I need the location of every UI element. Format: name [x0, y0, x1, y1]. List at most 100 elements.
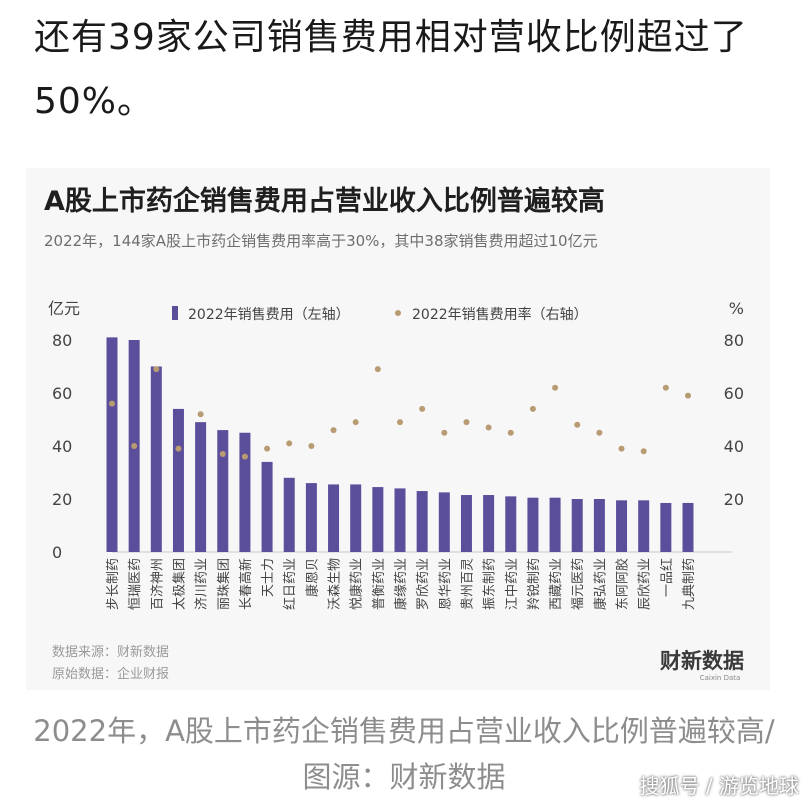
rate-dot [374, 366, 381, 373]
rate-dot [330, 427, 337, 434]
x-tick-label: 悦康药业 [349, 558, 365, 610]
rate-dot [419, 405, 426, 412]
bar [394, 488, 406, 552]
rate-dot [552, 384, 559, 391]
rate-dot [286, 440, 293, 447]
x-tick-label: 振东制药 [483, 558, 498, 610]
image-caption: 2022年，A股上市药企销售费用占营业收入比例普遍较高/图源：财新数据 [33, 714, 775, 794]
rate-dot [241, 453, 248, 460]
x-tick-label: 红日药业 [282, 558, 298, 610]
rate-dot [352, 419, 359, 426]
x-tick-label: 恩华药业 [438, 558, 453, 610]
x-tick-label: 九典制药 [682, 558, 697, 610]
bar [549, 497, 561, 552]
bar [239, 432, 251, 552]
y-right-tick-label: 40 [724, 437, 744, 456]
brand-logo: 财新数据 [660, 649, 744, 673]
legend: 2022年销售费用（左轴） 2022年销售费用率（右轴） [172, 306, 588, 323]
bars [106, 337, 694, 552]
bar [305, 483, 317, 552]
bar [283, 477, 295, 552]
bar [172, 408, 184, 552]
rate-dot [175, 445, 182, 452]
bar [483, 495, 495, 552]
x-tick-label: 步长制药 [106, 558, 121, 610]
rate-dot [308, 443, 315, 449]
legend-bar-swatch [172, 306, 178, 320]
x-tick-label: 江中药业 [505, 558, 520, 610]
axes: 0 20 40 60 80 20 40 60 80 [52, 331, 744, 562]
rate-dot [109, 400, 115, 407]
bar [350, 484, 362, 552]
bar [638, 500, 650, 552]
x-tick-label: 贵州百灵 [460, 558, 475, 610]
x-tick-label: 西藏药业 [549, 558, 564, 610]
rate-dot [197, 411, 204, 418]
x-tick-label: 康缘药业 [393, 558, 409, 610]
y-left-tick-label: 20 [52, 490, 72, 509]
x-tick-label: 辰欣药业 [638, 558, 653, 610]
rate-dot [685, 392, 691, 399]
x-tick-label: 普衡药业 [372, 558, 387, 610]
x-tick-label: 东阿阿胶 [615, 558, 631, 610]
bar [460, 495, 472, 552]
x-tick-label: 太极集团 [171, 558, 187, 610]
y-left-tick-label: 0 [52, 543, 62, 562]
bar [682, 502, 694, 552]
rate-dot [264, 445, 271, 452]
x-tick-labels: 步长制药 恒瑞医药 百济神州 太极集团 济川药业 丽珠集团 长春高新 天士力 红日药业 康恩贝 沃森… [106, 558, 697, 610]
chart-svg: A股上市药企销售费用占营业收入比例普遍较高 2022年，144家A股上市药企销售… [44, 185, 744, 682]
legend-dot-swatch [395, 310, 401, 316]
y-right-tick-label: 60 [724, 384, 744, 403]
article-headline: 还有39家公司销售费用相对营收比例超过了50%。 [34, 17, 748, 122]
bar [217, 430, 229, 552]
rate-dot [596, 429, 603, 436]
chart-title: A股上市药企销售费用占营业收入比例普遍较高 [44, 185, 605, 217]
x-tick-label: 一品红 [659, 558, 675, 597]
bar [261, 461, 273, 552]
chart-subtitle: 2022年，144家A股上市药企销售费用率高于30%，其中38家销售费用超过10… [44, 232, 598, 250]
x-tick-label: 沃森生物 [328, 558, 343, 610]
x-tick-label: 恒瑞医药 [128, 558, 143, 610]
x-tick-label: 长春高新 [238, 558, 254, 610]
bar [505, 496, 517, 552]
footnote-source: 数据来源：财新数据 [52, 644, 169, 660]
x-tick-label: 天士力 [261, 558, 276, 597]
rate-dot [574, 421, 581, 428]
watermark: 搜狐号 / 游览地球 [639, 774, 799, 798]
bar [660, 502, 672, 552]
left-axis-unit: 亿元 [48, 299, 80, 318]
rate-dot [131, 443, 138, 449]
rate-dot [618, 445, 625, 452]
bar [527, 497, 539, 552]
right-axis-unit: % [729, 299, 744, 318]
footnote-origin: 原始数据：企业财报 [52, 666, 169, 682]
brand-logo-sub: Caixin Data [700, 674, 741, 682]
rate-dot [485, 424, 492, 431]
x-tick-label: 康恩贝 [304, 558, 320, 597]
legend-bar-label: 2022年销售费用（左轴） [188, 307, 350, 323]
bar [372, 487, 384, 552]
rate-dot [529, 405, 536, 412]
rate-dot [463, 419, 470, 426]
bar [616, 500, 628, 552]
bar [328, 484, 340, 552]
y-left-tick-label: 80 [52, 331, 72, 350]
x-tick-label: 康弘药业 [592, 558, 608, 610]
y-right-tick-label: 80 [724, 331, 744, 350]
x-tick-label: 丽珠集团 [216, 558, 232, 610]
bar [593, 499, 605, 552]
rate-dot [219, 450, 226, 457]
rate-dot [153, 366, 160, 373]
bar [106, 337, 118, 552]
x-tick-label: 百济神州 [150, 558, 165, 610]
y-right-tick-label: 20 [724, 490, 744, 509]
rate-dot [640, 448, 647, 455]
rate-dot [441, 429, 448, 436]
rate-dot [662, 384, 669, 391]
x-tick-label: 羚锐制药 [527, 558, 542, 610]
rate-dot [507, 429, 514, 436]
x-tick-label: 济川药业 [195, 558, 210, 610]
x-tick-label: 福元医药 [571, 558, 586, 610]
chart-card: A股上市药企销售费用占营业收入比例普遍较高 2022年，144家A股上市药企销售… [26, 168, 770, 690]
